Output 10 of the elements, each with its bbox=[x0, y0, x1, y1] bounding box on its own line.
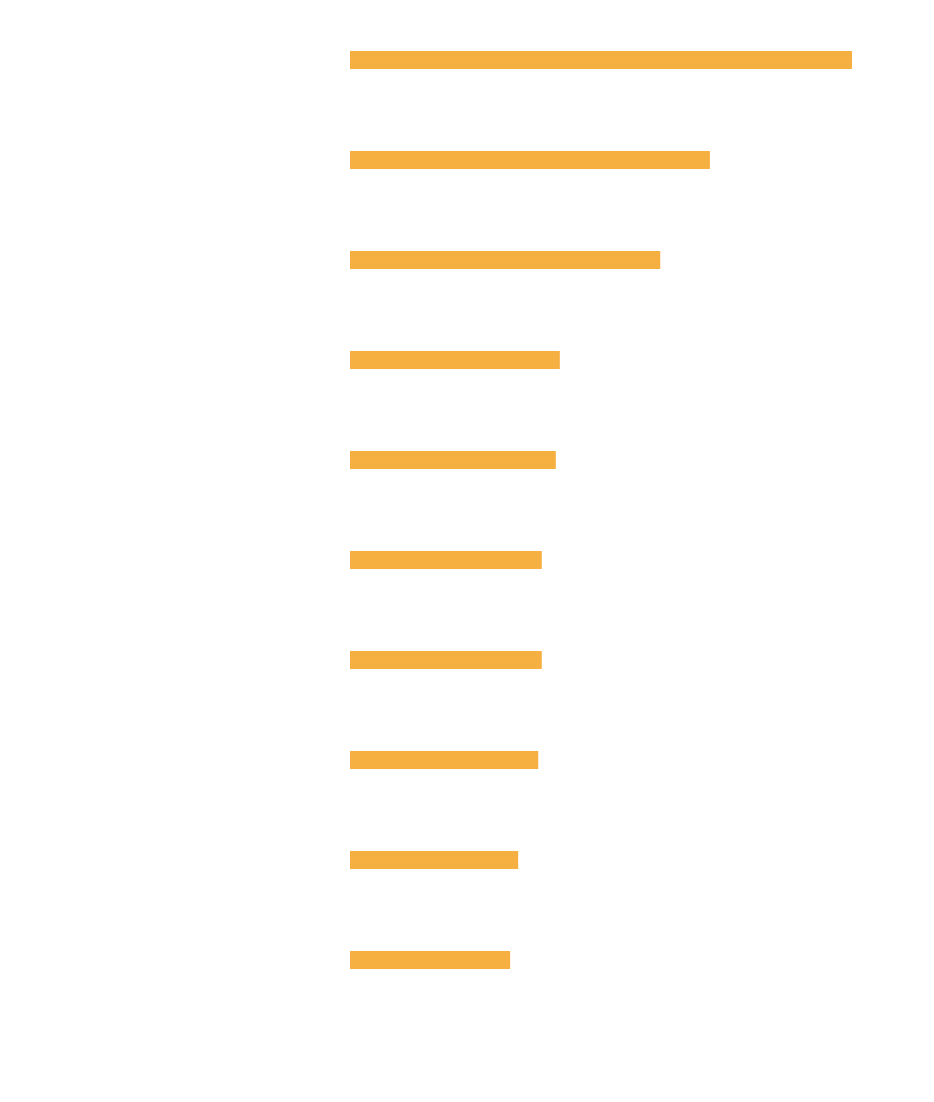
bar bbox=[350, 251, 661, 269]
bar bbox=[350, 951, 511, 969]
bar bbox=[350, 751, 539, 769]
bar bbox=[350, 551, 542, 569]
bar bbox=[350, 51, 852, 69]
bar bbox=[350, 451, 556, 469]
bar bbox=[350, 851, 519, 869]
bar bbox=[350, 151, 710, 169]
bar bbox=[350, 351, 560, 369]
bar bbox=[350, 651, 542, 669]
